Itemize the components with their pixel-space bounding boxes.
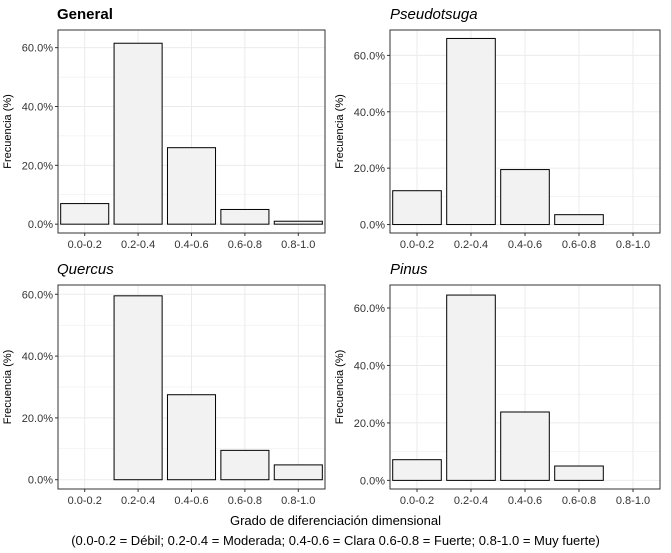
bar <box>392 459 442 481</box>
y-axis-label: Frecuencia (%) <box>334 350 346 425</box>
x-tick-label: 0.0-0.2 <box>68 495 102 507</box>
y-tick-label: 40.0% <box>354 360 385 372</box>
x-tick-label: 0.8-1.0 <box>281 239 315 251</box>
bar <box>500 169 550 226</box>
y-axis-label: Frecuencia (%) <box>2 94 14 169</box>
bar <box>166 147 217 225</box>
bar <box>500 411 550 481</box>
y-tick-label: 20.0% <box>354 163 385 175</box>
y-axis-label: Frecuencia (%) <box>334 94 346 169</box>
x-tick-label: 0.2-0.4 <box>454 495 488 507</box>
x-axis-note: (0.0-0.2 = Débil; 0.2-0.4 = Moderada; 0.… <box>71 533 600 548</box>
bar <box>166 394 217 481</box>
y-tick-label: 40.0% <box>22 101 53 113</box>
x-tick-label: 0.4-0.6 <box>508 239 542 251</box>
x-tick-label: 0.0-0.2 <box>400 239 434 251</box>
x-tick-label: 0.6-0.8 <box>228 239 262 251</box>
panel-title: General <box>57 6 113 23</box>
panel-title: Pseudotsuga <box>390 6 478 23</box>
y-tick-label: 0.0% <box>28 475 53 487</box>
y-tick-label: 20.0% <box>22 413 53 425</box>
y-tick-label: 0.0% <box>360 475 385 487</box>
y-tick-label: 20.0% <box>354 418 385 430</box>
y-tick-label: 60.0% <box>22 43 53 55</box>
x-axis-label: Grado de diferenciación dimensional <box>229 513 441 528</box>
x-tick-label: 0.6-0.8 <box>562 495 596 507</box>
bar <box>446 37 496 226</box>
y-tick-label: 0.0% <box>360 220 385 232</box>
y-tick-label: 40.0% <box>354 107 385 119</box>
bar <box>113 42 163 225</box>
x-tick-label: 0.8-1.0 <box>616 495 650 507</box>
bar <box>273 220 323 225</box>
x-tick-label: 0.4-0.6 <box>174 239 208 251</box>
bar <box>220 208 270 225</box>
x-tick-label: 0.2-0.4 <box>121 239 155 251</box>
bar <box>392 190 442 226</box>
x-tick-label: 0.6-0.8 <box>228 495 262 507</box>
bar <box>60 203 110 225</box>
panel-title: Pinus <box>390 261 428 278</box>
y-axis-label: Frecuencia (%) <box>2 350 14 425</box>
y-tick-label: 40.0% <box>22 351 53 363</box>
y-tick-label: 20.0% <box>22 160 53 172</box>
x-tick-label: 0.6-0.8 <box>562 239 596 251</box>
bar <box>113 295 163 481</box>
x-tick-label: 0.0-0.2 <box>400 495 434 507</box>
x-tick-label: 0.8-1.0 <box>616 239 650 251</box>
panel-title: Quercus <box>57 261 114 278</box>
bar <box>220 449 270 481</box>
y-tick-label: 0.0% <box>28 219 53 231</box>
x-tick-label: 0.0-0.2 <box>68 239 102 251</box>
bar <box>554 465 604 481</box>
x-tick-label: 0.2-0.4 <box>454 239 488 251</box>
x-tick-label: 0.4-0.6 <box>508 495 542 507</box>
x-tick-label: 0.2-0.4 <box>121 495 155 507</box>
y-tick-label: 60.0% <box>22 289 53 301</box>
x-tick-label: 0.8-1.0 <box>281 495 315 507</box>
bar <box>273 464 323 481</box>
bar <box>554 214 604 226</box>
y-tick-label: 60.0% <box>354 50 385 62</box>
x-tick-label: 0.4-0.6 <box>174 495 208 507</box>
bar <box>446 294 496 481</box>
y-tick-label: 60.0% <box>354 303 385 315</box>
